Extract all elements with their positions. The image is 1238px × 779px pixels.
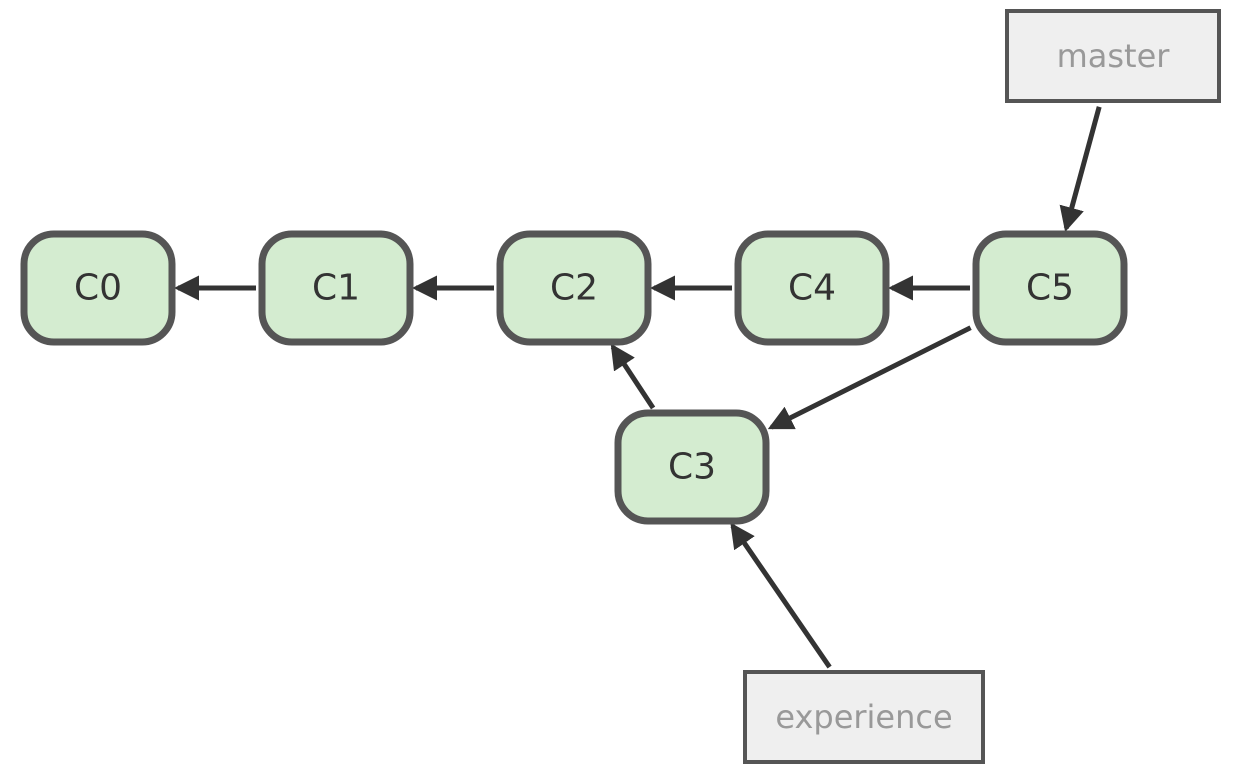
commit-node-c2: C2 — [500, 234, 648, 342]
commit-node-c1: C1 — [262, 234, 410, 342]
edge-master-to-c5 — [1066, 107, 1099, 228]
branch-label-master: master — [1007, 11, 1219, 101]
edge-experience-to-c3 — [733, 526, 830, 667]
commit-label: C2 — [550, 268, 598, 309]
edge-c3-to-c2 — [613, 347, 653, 408]
commit-label: C0 — [74, 268, 122, 309]
commit-label: C3 — [668, 447, 716, 488]
commit-node-c0: C0 — [24, 234, 172, 342]
commit-node-c3: C3 — [618, 413, 766, 521]
commit-node-c4: C4 — [738, 234, 886, 342]
commit-node-c5: C5 — [976, 234, 1124, 342]
branch-name: experience — [775, 698, 952, 736]
edges-layer — [178, 107, 1099, 667]
branch-name: master — [1057, 37, 1171, 75]
commit-label: C4 — [788, 268, 836, 309]
git-commit-graph: C0 C1 C2 C4 C5 C3 master experience — [0, 0, 1238, 779]
nodes-layer: C0 C1 C2 C4 C5 C3 master experience — [24, 11, 1219, 762]
commit-label: C1 — [312, 268, 360, 309]
commit-label: C5 — [1026, 268, 1074, 309]
branch-label-experience: experience — [745, 672, 983, 762]
